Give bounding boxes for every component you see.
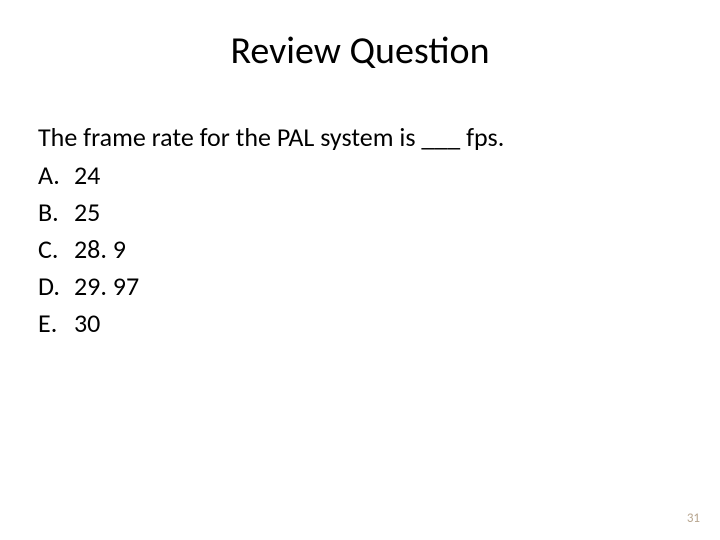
option-a: A. 24 [38, 157, 682, 194]
option-value: 29. 97 [74, 268, 139, 305]
option-value: 25 [74, 194, 100, 231]
slide-title: Review Question [38, 28, 682, 74]
option-c: C. 28. 9 [38, 231, 682, 268]
option-value: 30 [74, 305, 100, 342]
option-letter: D. [38, 268, 74, 305]
page-number: 31 [687, 511, 700, 526]
option-value: 24 [74, 157, 100, 194]
option-letter: B. [38, 194, 74, 231]
option-value: 28. 9 [74, 231, 126, 268]
options-list: A. 24 B. 25 C. 28. 9 D. 29. 97 E. 30 [38, 157, 682, 342]
option-d: D. 29. 97 [38, 268, 682, 305]
option-letter: C. [38, 231, 74, 268]
question-text: The frame rate for the PAL system is ___… [38, 120, 682, 155]
slide: Review Question The frame rate for the P… [0, 0, 720, 540]
option-e: E. 30 [38, 305, 682, 342]
option-letter: A. [38, 157, 74, 194]
option-b: B. 25 [38, 194, 682, 231]
option-letter: E. [38, 305, 74, 342]
